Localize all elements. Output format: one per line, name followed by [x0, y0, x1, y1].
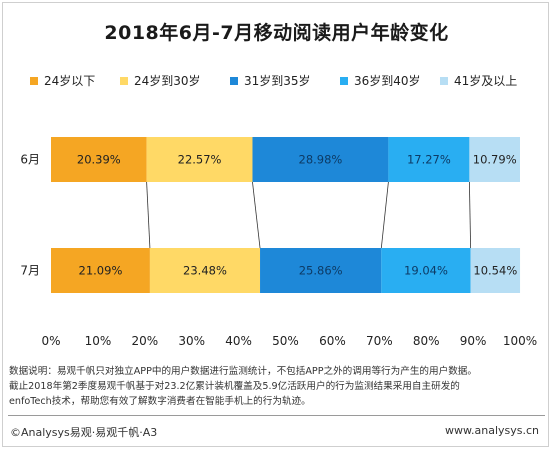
bar-segment — [146, 137, 253, 182]
legend-swatch — [30, 76, 38, 85]
x-tick-label: 50% — [272, 334, 299, 348]
category-label: 6月 — [20, 153, 40, 167]
data-label: 10.54% — [473, 264, 517, 278]
legend-item: 36岁到40岁 — [340, 72, 421, 89]
connector-line — [146, 181, 151, 249]
footer-website: www.analysys.cn — [445, 424, 539, 437]
legend-swatch — [340, 76, 348, 85]
data-label: 19.04% — [404, 264, 448, 278]
data-notes: 数据说明：易观千帆只对独立APP中的用户数据进行监测统计，不包括APP之外的调用… — [9, 364, 549, 409]
footer-source: ©Analysys易观·易观千帆·A3 — [10, 426, 158, 439]
bar-segment — [252, 137, 389, 182]
bar-segment — [381, 248, 471, 293]
data-label: 20.39% — [77, 153, 121, 167]
connector-line — [468, 181, 472, 249]
chart-title: 2018年6月-7月移动阅读用户年龄变化 — [104, 22, 449, 44]
legend-label: 31岁到35岁 — [244, 74, 311, 88]
data-label: 17.27% — [407, 153, 451, 167]
bar-segment — [388, 137, 470, 182]
x-tick-label: 80% — [413, 334, 440, 348]
legend-swatch — [120, 76, 128, 85]
data-label: 10.79% — [473, 153, 517, 167]
bar-segment — [470, 248, 521, 293]
notes-line-1: 数据说明：易观千帆只对独立APP中的用户数据进行监测统计，不包括APP之外的调用… — [9, 366, 477, 377]
data-label: 21.09% — [79, 264, 123, 278]
legend-label: 24岁到30岁 — [134, 74, 201, 88]
connector-line — [252, 181, 261, 249]
legend-label: 24岁以下 — [44, 74, 96, 88]
chart-frame — [2, 2, 549, 447]
data-label: 22.57% — [178, 153, 222, 167]
legend-item: 24岁以下 — [30, 72, 95, 89]
x-tick-label: 20% — [131, 334, 158, 348]
chart-legend: 24岁以下 24岁到30岁 31岁到35岁 36岁到40岁 41岁及以上 — [30, 72, 533, 90]
legend-swatch — [440, 76, 448, 85]
legend-label: 41岁及以上 — [454, 74, 518, 88]
data-label: 28.98% — [299, 153, 343, 167]
connector-line — [380, 181, 389, 249]
x-tick-label: 70% — [366, 334, 393, 348]
x-tick-label: 30% — [178, 334, 205, 348]
legend-label: 36岁到40岁 — [354, 74, 421, 88]
data-label: 25.86% — [299, 264, 343, 278]
bar-segment — [51, 137, 147, 182]
bar-segment — [51, 248, 150, 293]
legend-item: 24岁到30岁 — [120, 72, 201, 89]
footer-divider — [8, 415, 545, 416]
category-label: 7月 — [20, 264, 40, 278]
x-tick-label: 0% — [41, 334, 60, 348]
x-tick-label: 100% — [503, 334, 537, 348]
bar-segment — [469, 137, 520, 182]
legend-swatch — [230, 76, 238, 85]
notes-line-2: 截止2018年第2季度易观千帆基于对23.2亿累计装机覆盖及5.9亿活跃用户的行… — [9, 381, 460, 392]
stacked-bar-chart: 20.39% 22.57% 28.98% 17.27% 10.79% 6月 21.09% 23… — [20, 137, 537, 348]
x-tick-label: 40% — [225, 334, 252, 348]
data-label: 23.48% — [183, 264, 227, 278]
bar-segment — [260, 248, 382, 293]
x-tick-label: 90% — [460, 334, 487, 348]
x-tick-label: 10% — [85, 334, 112, 348]
notes-line-3: enfoTech技术，帮助您有效了解数字消费者在智能手机上的行为轨迹。 — [9, 396, 311, 407]
x-tick-label: 60% — [319, 334, 346, 348]
legend-item: 41岁及以上 — [440, 72, 517, 89]
legend-item: 31岁到35岁 — [230, 72, 311, 89]
bar-segment — [149, 248, 261, 293]
